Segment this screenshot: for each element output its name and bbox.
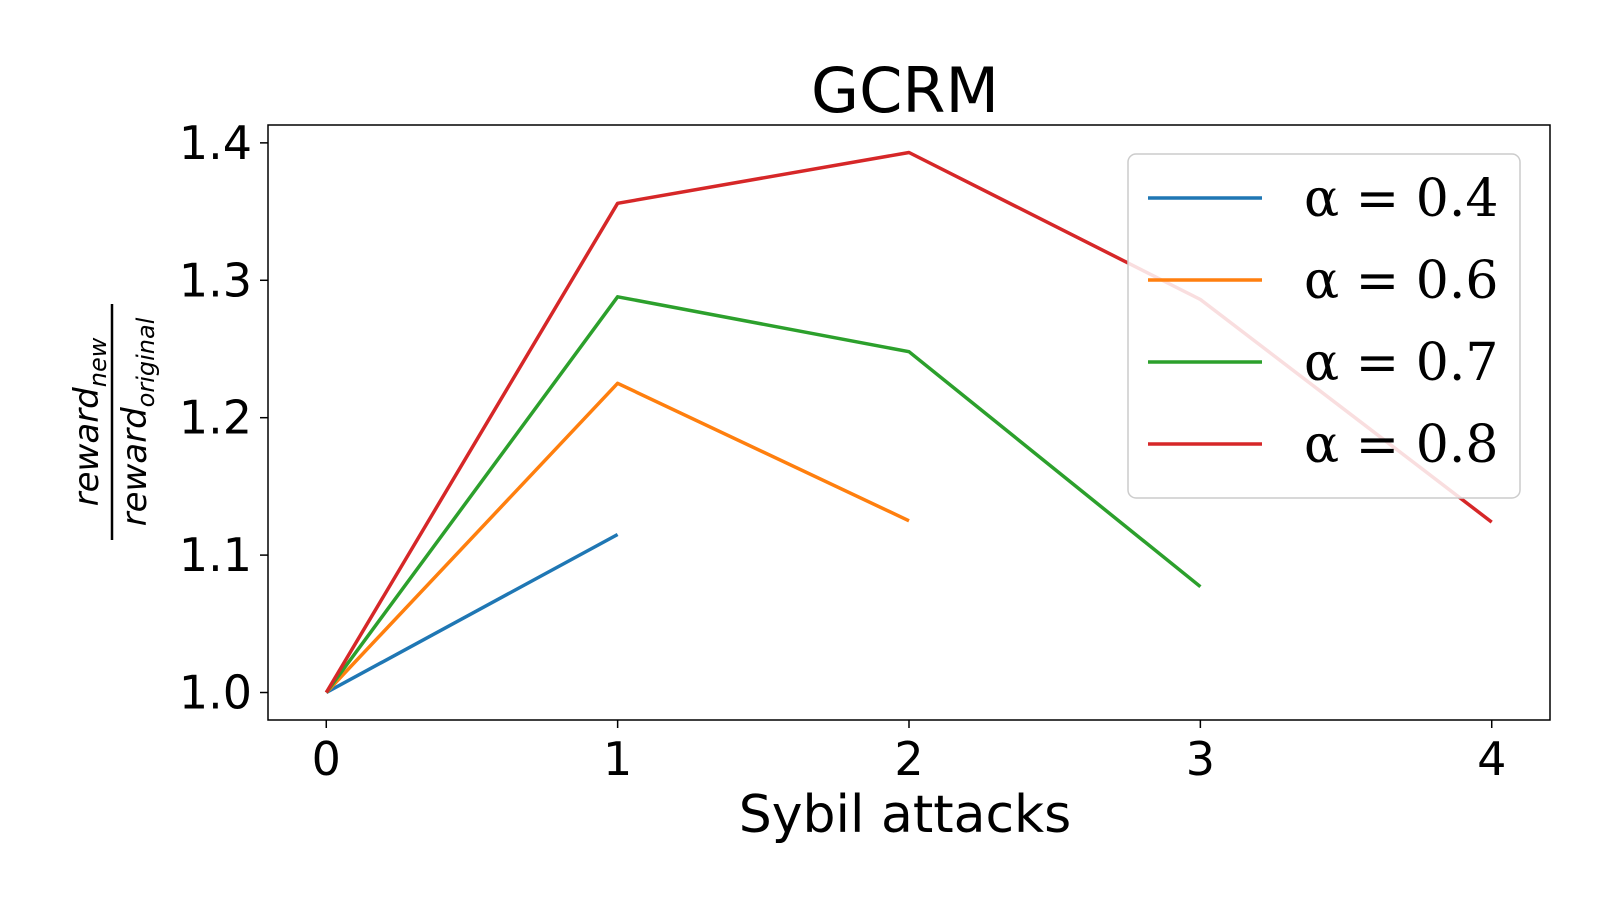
series-line-0 <box>325 532 619 695</box>
x-axis: 0 1 2 3 4 <box>312 720 1506 786</box>
y-tick-label: 1.1 <box>179 528 252 582</box>
legend-items: α = 0.4 α = 0.6 α = 0.7 α = 0.8 <box>1148 169 1498 475</box>
y-label-numerator-sub: new <box>84 337 112 387</box>
y-tick-label: 1.2 <box>179 391 252 445</box>
y-axis-label: rewardnew rewardoriginal <box>67 304 160 540</box>
y-tick-label: 1.4 <box>179 116 252 170</box>
legend-label-2: α = 0.7 <box>1304 333 1498 393</box>
y-label-numerator: rewardnew <box>67 337 112 506</box>
x-tick-label: 2 <box>894 732 923 786</box>
y-tick-label: 1.3 <box>179 253 252 307</box>
x-axis-label: Sybil attacks <box>739 785 1072 845</box>
y-tick-label: 1.0 <box>179 666 252 720</box>
y-label-denominator-sub: original <box>132 317 160 407</box>
chart-title: GCRM <box>811 54 999 127</box>
x-tick-label: 3 <box>1186 732 1215 786</box>
x-tick-label: 0 <box>312 732 341 786</box>
x-tick-label: 1 <box>603 732 632 786</box>
series-line-2 <box>324 295 1202 694</box>
y-label-denominator-main: reward <box>115 407 155 527</box>
series-line-1 <box>325 381 910 694</box>
x-tick-label: 4 <box>1477 732 1506 786</box>
y-label-numerator-main: reward <box>67 387 107 507</box>
legend-box <box>1127 153 1521 499</box>
legend-label-0: α = 0.4 <box>1304 169 1498 229</box>
y-axis: 1.0 1.1 1.2 1.3 1.4 <box>179 116 268 720</box>
y-label-denominator: rewardoriginal <box>115 317 160 526</box>
legend-label-1: α = 0.6 <box>1304 251 1498 311</box>
legend-label-3: α = 0.8 <box>1304 415 1498 475</box>
legend: α = 0.4 α = 0.6 α = 0.7 α = 0.8 <box>1127 153 1521 499</box>
